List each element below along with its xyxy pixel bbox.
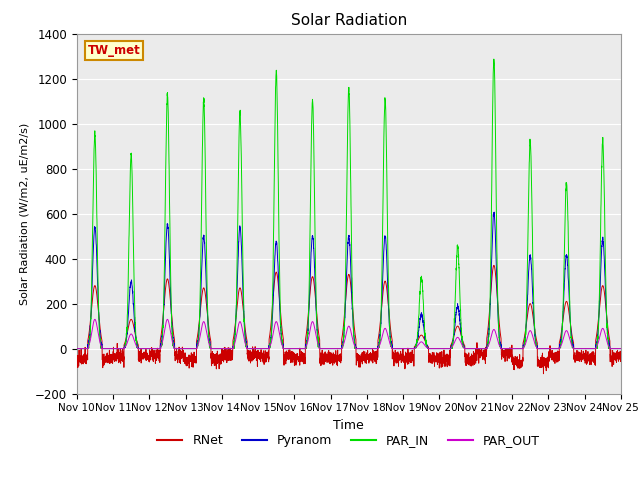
PAR_IN (73, 346, 81, 351)
RNet (328, 361, 336, 367)
X-axis label: Time: Time (333, 419, 364, 432)
Line: RNet: RNet (77, 265, 621, 374)
RNet (440, 357, 448, 363)
Line: PAR_OUT: PAR_OUT (77, 319, 621, 348)
PAR_IN (471, 346, 479, 351)
RNet (540, 371, 547, 377)
PAR_IN (616, 346, 624, 351)
RNet (617, 351, 625, 357)
RNet (471, 361, 479, 367)
Text: TW_met: TW_met (88, 44, 140, 58)
PAR_OUT (617, 346, 625, 351)
PAR_OUT (329, 346, 337, 351)
RNet (73, 360, 81, 365)
PAR_IN (490, 56, 498, 62)
RNet (616, 351, 624, 357)
PAR_OUT (171, 346, 179, 351)
Y-axis label: Solar Radiation (W/m2, uE/m2/s): Solar Radiation (W/m2, uE/m2/s) (19, 122, 29, 305)
PAR_IN (171, 345, 179, 351)
PAR_OUT (616, 346, 624, 351)
Line: Pyranom: Pyranom (77, 212, 621, 348)
PAR_IN (328, 346, 336, 351)
Pyranom (616, 346, 624, 351)
Pyranom (471, 346, 479, 351)
PAR_IN (617, 346, 625, 351)
Line: PAR_IN: PAR_IN (77, 59, 621, 348)
Pyranom (502, 346, 509, 351)
Pyranom (171, 343, 179, 349)
Pyranom (617, 346, 625, 351)
PAR_OUT (502, 346, 509, 351)
Title: Solar Radiation: Solar Radiation (291, 13, 407, 28)
PAR_IN (502, 346, 509, 351)
RNet (171, 337, 179, 343)
PAR_OUT (73, 346, 81, 351)
PAR_OUT (441, 346, 449, 351)
Pyranom (73, 346, 81, 351)
Pyranom (328, 346, 336, 351)
PAR_OUT (91, 316, 99, 322)
Legend: RNet, Pyranom, PAR_IN, PAR_OUT: RNet, Pyranom, PAR_IN, PAR_OUT (152, 429, 545, 452)
Pyranom (490, 209, 498, 215)
RNet (490, 263, 498, 268)
RNet (502, 347, 509, 353)
PAR_OUT (471, 346, 479, 351)
PAR_IN (440, 346, 448, 351)
Pyranom (440, 346, 448, 351)
